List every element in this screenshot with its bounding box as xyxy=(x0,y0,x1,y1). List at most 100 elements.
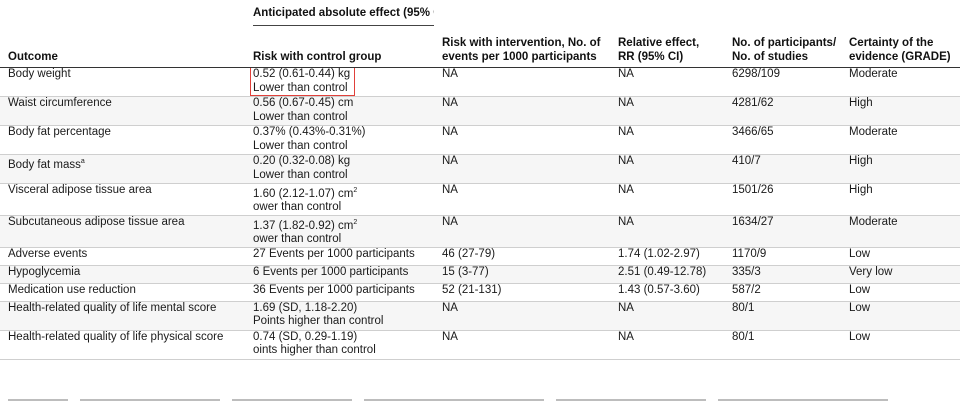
column-header-outcome: Outcome xyxy=(0,28,245,68)
control-risk-cell: 27 Events per 1000 participants xyxy=(245,247,434,266)
outcome-cell: Adverse events xyxy=(0,247,245,266)
table-row: Body fat percentage 0.37% (0.43%-0.31%) Lo… xyxy=(0,125,960,155)
certainty-cell: Very low xyxy=(841,265,960,284)
table-row: Body weight 0.52 (0.61-0.44) kg Lower than… xyxy=(0,67,960,97)
control-risk-direction: Lower than control xyxy=(253,168,348,181)
column-header-relative-effect: Relative effect, RR (95% CI) xyxy=(610,28,724,68)
relative-effect-cell: NA xyxy=(610,215,724,248)
table-row: Subcutaneous adipose tissue area 1.37 (1.… xyxy=(0,215,960,248)
grade-certainty: High xyxy=(849,184,873,196)
relative-effect-cell: NA xyxy=(610,96,724,126)
table-row: Visceral adipose tissue area 1.60 (2.12-1… xyxy=(0,183,960,216)
grade-certainty: High xyxy=(849,97,873,109)
intervention-risk-cell: NA xyxy=(434,67,610,97)
grade-certainty: Moderate xyxy=(849,68,898,80)
grade-certainty: Low xyxy=(849,301,871,314)
participants-cell: 410/7 xyxy=(724,154,841,184)
control-risk-value: 0.56 (0.67-0.45) cm xyxy=(253,97,354,109)
outcome-cell: Subcutaneous adipose tissue area xyxy=(0,215,245,248)
outcome-label: Medication use reduction xyxy=(8,283,136,296)
outcome-cell: Hypoglycemia xyxy=(0,265,245,284)
control-risk-direction: ower than control xyxy=(253,201,342,214)
outcome-label: Hypoglycemia xyxy=(8,265,81,278)
evidence-profile-table: Anticipated absolute effect (95% CI) Out… xyxy=(0,0,960,360)
control-risk-cell: 0.37% (0.43%-0.31%) Lower than control xyxy=(245,125,434,155)
control-risk-cell: 0.52 (0.61-0.44) kg Lower than control xyxy=(245,67,434,97)
outcome-label: Waist circumference xyxy=(8,97,112,109)
participants-cell: 6298/109 xyxy=(724,67,841,97)
outcome-cell: Body fat percentage xyxy=(0,125,245,155)
relative-effect-cell: NA xyxy=(610,301,724,331)
control-risk-cell: 0.74 (SD, 0.29-1.19) oints higher than co… xyxy=(245,330,434,360)
column-header-certainty: Certainty of the evidence (GRADE) xyxy=(841,28,960,68)
header-empty-cell xyxy=(0,0,245,28)
table-row: Medication use reduction 36 Events per 10… xyxy=(0,283,960,302)
control-risk-direction: Lower than control xyxy=(253,81,348,94)
table-row: Adverse events 27 Events per 1000 partici… xyxy=(0,247,960,266)
grade-certainty: Very low xyxy=(849,265,893,278)
outcome-cell: Medication use reduction xyxy=(0,283,245,302)
certainty-cell: Low xyxy=(841,330,960,360)
column-header-intervention-risk: Risk with intervention, No. of events pe… xyxy=(434,28,610,68)
certainty-cell: Moderate xyxy=(841,125,960,155)
participants-cell: 1170/9 xyxy=(724,247,841,266)
grade-certainty: Moderate xyxy=(849,126,898,138)
relative-effect-cell: NA xyxy=(610,125,724,155)
outcome-label: Body fat mass xyxy=(8,158,81,171)
control-risk-cell: 36 Events per 1000 participants xyxy=(245,283,434,302)
control-risk-cell: 0.20 (0.32-0.08) kg Lower than control xyxy=(245,154,434,184)
table-body: Body weight 0.52 (0.61-0.44) kg Lower than… xyxy=(0,67,960,360)
outcome-cell: Visceral adipose tissue area xyxy=(0,183,245,216)
grade-certainty: Low xyxy=(849,330,871,343)
certainty-cell: Low xyxy=(841,283,960,302)
control-risk-direction: oints higher than control xyxy=(253,344,376,357)
intervention-risk-cell: 15 (3-77) xyxy=(434,265,610,284)
table-row: Body fat massa 0.20 (0.32-0.08) kg Lower t… xyxy=(0,154,960,184)
table-header: Anticipated absolute effect (95% CI) Out… xyxy=(0,0,960,68)
outcome-cell: Health-related quality of life mental sc… xyxy=(0,301,245,331)
relative-effect-cell: 1.43 (0.57-3.60) xyxy=(610,283,724,302)
outcome-label: Health-related quality of life physical … xyxy=(8,330,224,343)
outcome-label: Subcutaneous adipose tissue area xyxy=(8,215,185,228)
relative-effect-cell: NA xyxy=(610,183,724,216)
control-risk-value: 1.37 (1.82-0.92) cm xyxy=(253,219,354,232)
control-risk-cell: 1.60 (2.12-1.07) cm2 ower than control xyxy=(245,183,434,216)
relative-effect-cell: 2.51 (0.49-12.78) xyxy=(610,265,724,284)
outcome-cell: Waist circumference xyxy=(0,96,245,126)
intervention-risk-cell: NA xyxy=(434,330,610,360)
grade-certainty: Moderate xyxy=(849,215,898,228)
control-risk-value: 1.60 (2.12-1.07) cm xyxy=(253,187,354,200)
control-risk-cell: 1.37 (1.82-0.92) cm2 ower than control xyxy=(245,215,434,248)
certainty-cell: High xyxy=(841,96,960,126)
participants-cell: 587/2 xyxy=(724,283,841,302)
table-row: Health-related quality of life mental sc… xyxy=(0,301,960,331)
intervention-risk-cell: 52 (21-131) xyxy=(434,283,610,302)
participants-cell: 3466/65 xyxy=(724,125,841,155)
grade-certainty: Low xyxy=(849,247,871,260)
group-header-cell: Anticipated absolute effect (95% CI) xyxy=(245,0,434,28)
intervention-risk-cell: 46 (27-79) xyxy=(434,247,610,266)
participants-cell: 80/1 xyxy=(724,330,841,360)
relative-effect-cell: 1.74 (1.02-2.97) xyxy=(610,247,724,266)
certainty-cell: High xyxy=(841,183,960,216)
grade-certainty: High xyxy=(849,155,873,167)
control-risk-value: 36 Events per 1000 participants xyxy=(253,283,415,296)
control-risk-cell: 1.69 (SD, 1.18-2.20) Points higher than c… xyxy=(245,301,434,331)
control-risk-direction: ower than control xyxy=(253,233,342,246)
participants-cell: 335/3 xyxy=(724,265,841,284)
intervention-risk-cell: NA xyxy=(434,301,610,331)
relative-effect-cell: NA xyxy=(610,154,724,184)
relative-effect-cell: NA xyxy=(610,67,724,97)
intervention-risk-cell: NA xyxy=(434,154,610,184)
participants-cell: 80/1 xyxy=(724,301,841,331)
unit-superscript: 2 xyxy=(353,218,358,226)
control-risk-value: 6 Events per 1000 participants xyxy=(253,265,409,278)
outcome-cell: Body weight xyxy=(0,67,245,97)
footnote-marker: a xyxy=(80,158,85,165)
outcome-label: Body weight xyxy=(8,68,71,80)
control-risk-value: 0.37% (0.43%-0.31%) xyxy=(253,126,366,138)
certainty-cell: Moderate xyxy=(841,215,960,248)
control-risk-value: 0.20 (0.32-0.08) kg xyxy=(253,155,351,167)
participants-cell: 4281/62 xyxy=(724,96,841,126)
